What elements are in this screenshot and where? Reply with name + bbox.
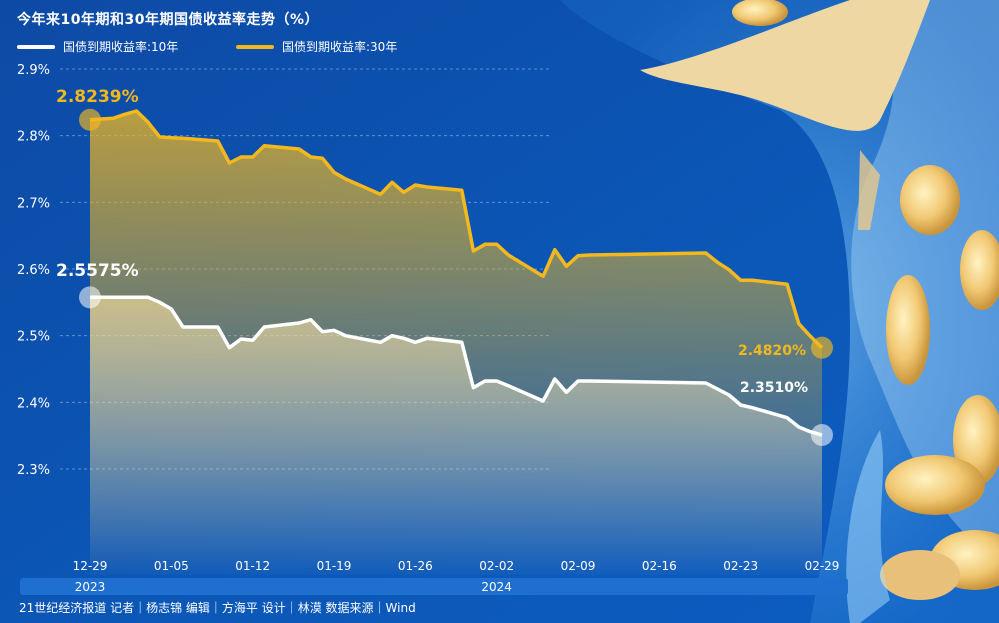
start-value-label: 2.8239% xyxy=(56,87,139,107)
x-tick-label: 02-02 xyxy=(479,559,514,573)
legend-item-10y: 国债到期收益率:10年 xyxy=(17,38,178,55)
legend-swatch-30y xyxy=(236,44,274,49)
x-tick-label: 01-26 xyxy=(398,559,433,573)
x-tick-label: 02-16 xyxy=(642,559,677,573)
line-10y xyxy=(90,295,823,437)
x-tick-label: 02-29 xyxy=(805,559,840,573)
end-point-marker xyxy=(811,336,833,359)
year-label: 2023 xyxy=(75,580,106,594)
line-30y xyxy=(89,109,824,349)
x-tick-label: 01-19 xyxy=(317,559,352,573)
end-point-marker xyxy=(811,424,833,446)
credit-line: 21世纪经济报道 记者｜杨志锦 编辑｜方海平 设计｜林漠 数据来源｜Wind xyxy=(19,601,416,615)
y-tick-label: 2.3% xyxy=(17,463,50,478)
legend-label-30y: 国债到期收益率:30年 xyxy=(282,40,398,54)
x-axis-year-bar xyxy=(20,578,848,595)
y-tick-label: 2.4% xyxy=(17,396,50,411)
legend-item-30y: 国债到期收益率:30年 xyxy=(236,38,397,55)
end-value-label: 2.3510% xyxy=(740,380,808,396)
x-tick-label: 02-23 xyxy=(723,559,758,573)
y-tick-label: 2.9% xyxy=(17,63,50,78)
y-tick-label: 2.5% xyxy=(17,330,50,345)
legend-swatch-10y xyxy=(17,44,55,49)
end-value-label: 2.4820% xyxy=(738,343,806,359)
y-tick-label: 2.8% xyxy=(17,130,50,145)
x-tick-label: 01-12 xyxy=(235,559,270,573)
chart-title: 今年来10年期和30年期国债收益率走势（%） xyxy=(17,12,319,28)
x-tick-label: 01-05 xyxy=(154,559,189,573)
start-point-marker xyxy=(79,108,101,131)
start-point-marker xyxy=(79,286,101,309)
x-tick-label: 12-29 xyxy=(73,559,108,573)
y-tick-label: 2.6% xyxy=(17,263,50,278)
start-value-label: 2.5575% xyxy=(56,261,139,281)
y-tick-label: 2.7% xyxy=(17,196,50,211)
x-tick-label: 02-09 xyxy=(561,559,596,573)
year-label: 2024 xyxy=(481,580,512,594)
legend-label-10y: 国债到期收益率:10年 xyxy=(63,40,179,54)
